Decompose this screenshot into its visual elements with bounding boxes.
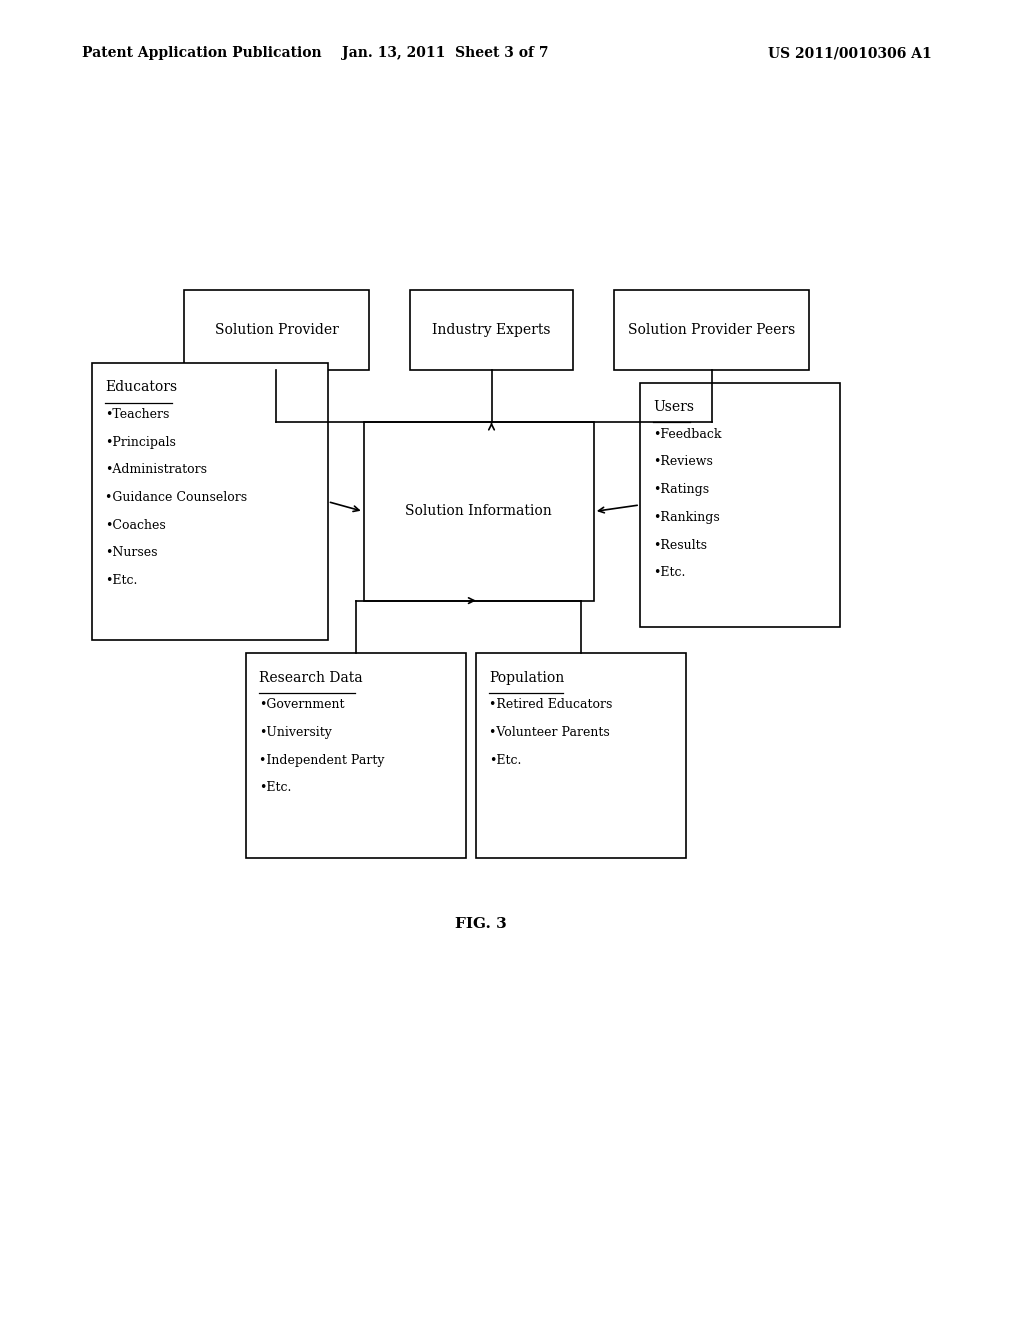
- Text: Solution Provider Peers: Solution Provider Peers: [628, 323, 796, 337]
- Text: •Etc.: •Etc.: [259, 781, 292, 795]
- Text: •Etc.: •Etc.: [653, 566, 686, 579]
- Text: •Teachers: •Teachers: [105, 408, 170, 421]
- Text: Educators: Educators: [105, 380, 177, 395]
- Text: •Ratings: •Ratings: [653, 483, 710, 496]
- Text: •University: •University: [259, 726, 332, 739]
- Text: •Administrators: •Administrators: [105, 463, 208, 477]
- Text: Users: Users: [653, 400, 694, 414]
- Bar: [184, 290, 369, 370]
- Text: FIG. 3: FIG. 3: [456, 917, 507, 932]
- Text: US 2011/0010306 A1: US 2011/0010306 A1: [768, 46, 932, 61]
- Text: Population: Population: [489, 671, 564, 685]
- Text: Industry Experts: Industry Experts: [432, 323, 551, 337]
- Bar: [92, 363, 328, 640]
- Bar: [614, 290, 809, 370]
- Text: •Volunteer Parents: •Volunteer Parents: [489, 726, 610, 739]
- Text: •Independent Party: •Independent Party: [259, 754, 385, 767]
- Text: •Government: •Government: [259, 698, 344, 711]
- Text: •Results: •Results: [653, 539, 708, 552]
- Bar: [246, 653, 466, 858]
- Text: Patent Application Publication: Patent Application Publication: [82, 46, 322, 61]
- Bar: [476, 653, 686, 858]
- Bar: [364, 422, 594, 601]
- Text: •Feedback: •Feedback: [653, 428, 722, 441]
- Text: Jan. 13, 2011  Sheet 3 of 7: Jan. 13, 2011 Sheet 3 of 7: [342, 46, 549, 61]
- Text: •Guidance Counselors: •Guidance Counselors: [105, 491, 248, 504]
- Text: •Etc.: •Etc.: [105, 574, 138, 587]
- Bar: [410, 290, 573, 370]
- Text: •Principals: •Principals: [105, 436, 176, 449]
- Bar: [640, 383, 840, 627]
- Text: •Rankings: •Rankings: [653, 511, 720, 524]
- Text: Research Data: Research Data: [259, 671, 362, 685]
- Text: •Retired Educators: •Retired Educators: [489, 698, 612, 711]
- Text: Solution Information: Solution Information: [406, 504, 552, 519]
- Text: •Reviews: •Reviews: [653, 455, 713, 469]
- Text: Solution Provider: Solution Provider: [215, 323, 338, 337]
- Text: •Coaches: •Coaches: [105, 519, 166, 532]
- Text: •Nurses: •Nurses: [105, 546, 158, 560]
- Text: •Etc.: •Etc.: [489, 754, 522, 767]
